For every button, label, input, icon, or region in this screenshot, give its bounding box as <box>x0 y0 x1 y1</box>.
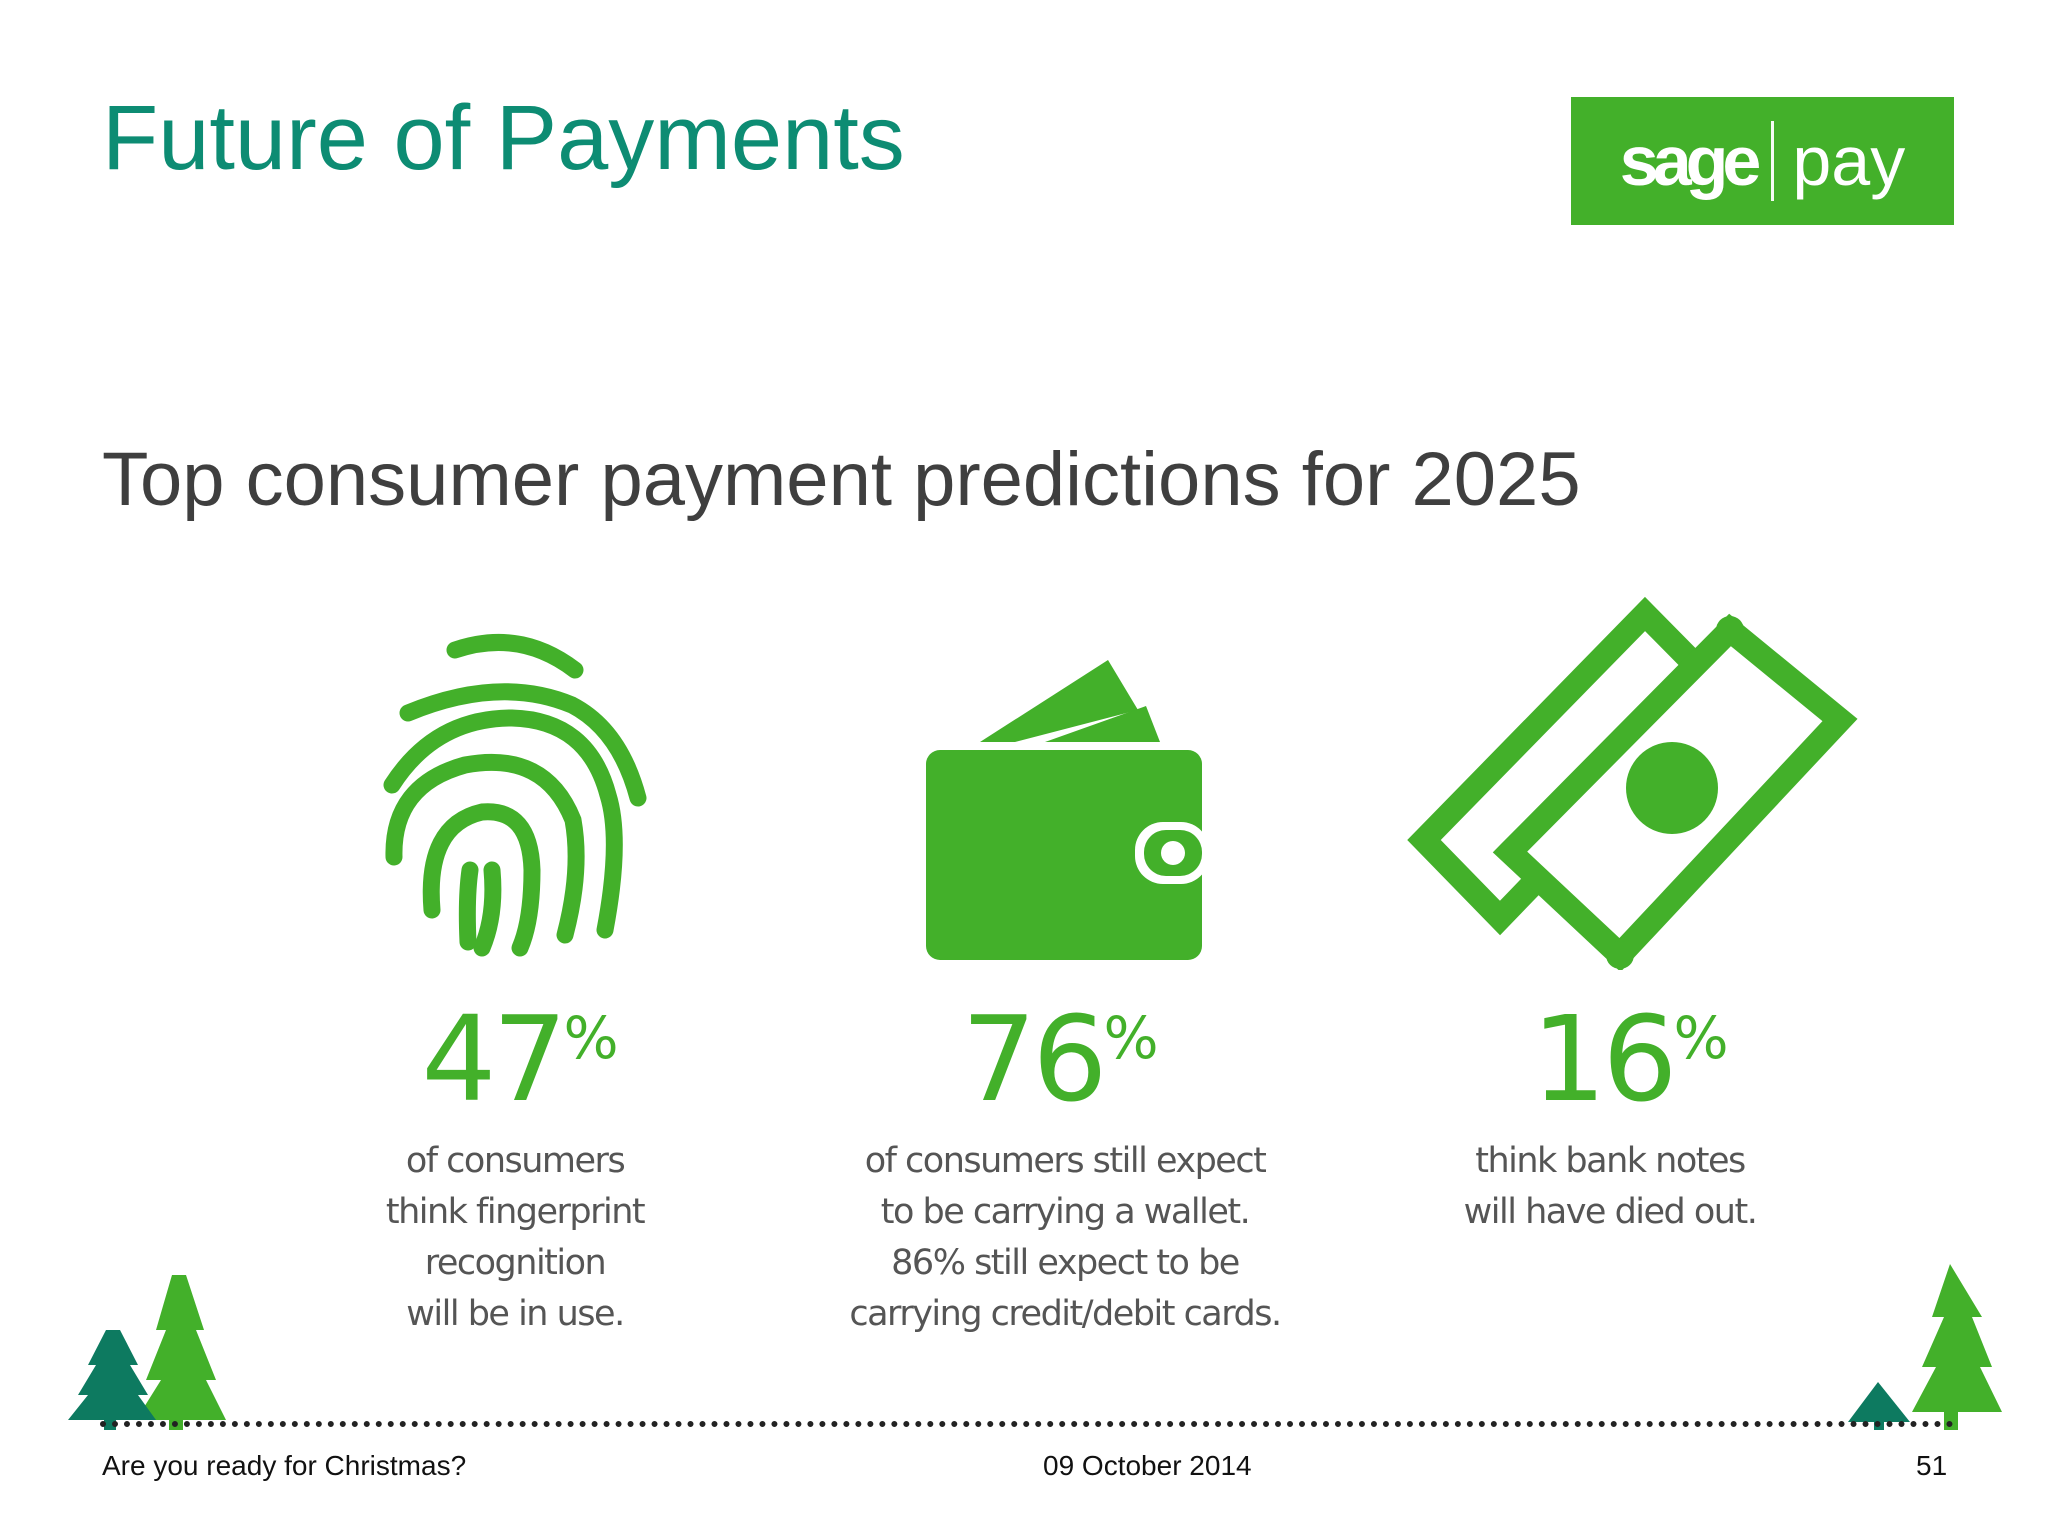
description-line: will have died out. <box>1463 1192 1758 1232</box>
page-number: 51 <box>1916 1450 1948 1481</box>
stat-value-fingerprint: 47% <box>310 1000 730 1118</box>
description-line: will be in use. <box>406 1294 625 1334</box>
footer-title: Are you ready for Christmas? <box>102 1450 467 1481</box>
stat-value-banknotes: 16% <box>1420 1000 1840 1118</box>
description-line: of consumers <box>405 1141 626 1181</box>
banknotes-icon <box>1407 596 1858 970</box>
slide-title: Future of Payments <box>102 87 905 189</box>
stat-description-wallet: of consumers still expect to be carrying… <box>830 1136 1300 1340</box>
stat-percent-number: 76 <box>961 990 1107 1128</box>
stat-value-wallet: 76% <box>850 1000 1270 1118</box>
fingerprint-icon <box>383 633 647 957</box>
logo-word-sage: sage <box>1619 122 1762 200</box>
sage-pay-logo: sage pay <box>1571 97 1954 225</box>
stat-description-fingerprint: of consumers think fingerprint recogniti… <box>285 1136 745 1340</box>
percent-sign: % <box>563 1004 619 1072</box>
slide-subtitle: Top consumer payment predictions for 202… <box>102 437 1581 522</box>
wallet-icon <box>926 660 1209 960</box>
description-line: think fingerprint <box>385 1192 646 1232</box>
stat-percent-number: 47 <box>421 990 567 1128</box>
description-line: carrying credit/debit cards. <box>849 1294 1282 1334</box>
tree-icon <box>1848 1264 2002 1430</box>
description-line: 86% still expect to be <box>891 1243 1240 1283</box>
stat-description-banknotes: think bank notes will have died out. <box>1380 1136 1840 1238</box>
description-line: of consumers still expect <box>864 1141 1267 1181</box>
description-line: think bank notes <box>1475 1141 1746 1181</box>
footer-divider <box>100 1421 1954 1427</box>
logo-word-pay: pay <box>1792 122 1906 200</box>
description-line: recognition <box>424 1243 607 1283</box>
stat-percent-number: 16 <box>1531 990 1677 1128</box>
tree-icon <box>68 1275 226 1430</box>
description-line: to be carrying a wallet. <box>880 1192 1251 1232</box>
footer-date: 09 October 2014 <box>1043 1450 1252 1481</box>
logo-divider <box>1771 121 1775 201</box>
percent-sign: % <box>1103 1004 1159 1072</box>
percent-sign: % <box>1673 1004 1729 1072</box>
